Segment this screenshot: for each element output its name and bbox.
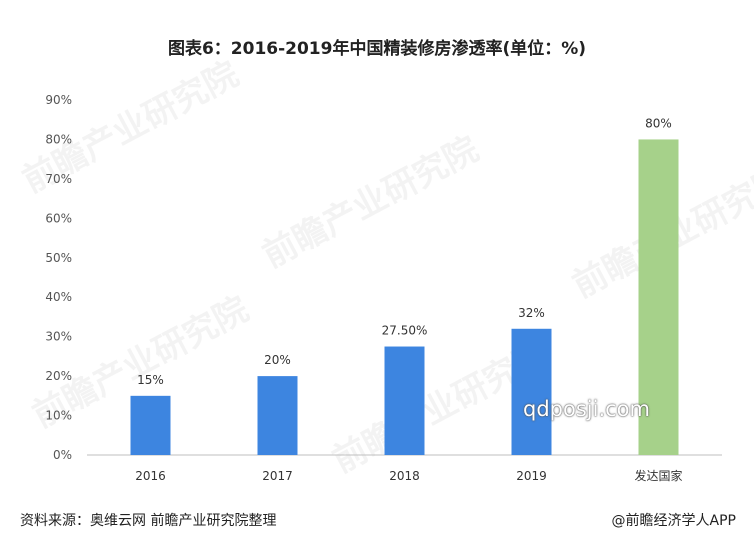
y-tick-label: 10% [45, 409, 72, 423]
x-tick-label: 2016 [135, 469, 166, 483]
y-tick-label: 0% [53, 448, 72, 462]
y-tick-label: 90% [45, 93, 72, 107]
y-tick-label: 20% [45, 369, 72, 383]
data-label: 32% [518, 306, 545, 320]
data-label: 80% [645, 116, 672, 130]
brand-note: @前瞻经济学人APP [611, 513, 736, 529]
y-tick-label: 60% [45, 211, 72, 225]
x-axis: 2016 2017 2018 2019 发达国家 [135, 468, 682, 483]
y-tick-label: 70% [45, 172, 72, 186]
data-label: 15% [137, 373, 164, 387]
bar [638, 139, 679, 455]
data-label: 20% [264, 353, 291, 367]
y-tick-label: 50% [45, 251, 72, 265]
x-tick-label: 发达国家 [634, 468, 682, 483]
x-tick-label: 2017 [262, 469, 293, 483]
url-watermark: qdposji.com [523, 397, 650, 421]
chart-title: 图表6：2016-2019年中国精装修房渗透率(单位：%) [167, 39, 587, 59]
bar [257, 376, 298, 455]
y-tick-label: 40% [45, 290, 72, 304]
bar [130, 395, 171, 455]
x-tick-label: 2019 [516, 469, 547, 483]
y-tick-label: 80% [45, 132, 72, 146]
y-tick-label: 30% [45, 330, 72, 344]
y-axis: 0% 10% 20% 30% 40% 50% 60% 70% 80% 90% [45, 93, 72, 462]
bar [384, 346, 425, 455]
data-label: 27.50% [382, 324, 428, 338]
source-note: 资料来源：奥维云网 前瞻产业研究院整理 [20, 513, 277, 529]
bars [130, 139, 679, 455]
data-labels: 15% 20% 27.50% 32% 80% [137, 116, 672, 386]
x-tick-label: 2018 [389, 469, 420, 483]
bar [511, 328, 552, 455]
